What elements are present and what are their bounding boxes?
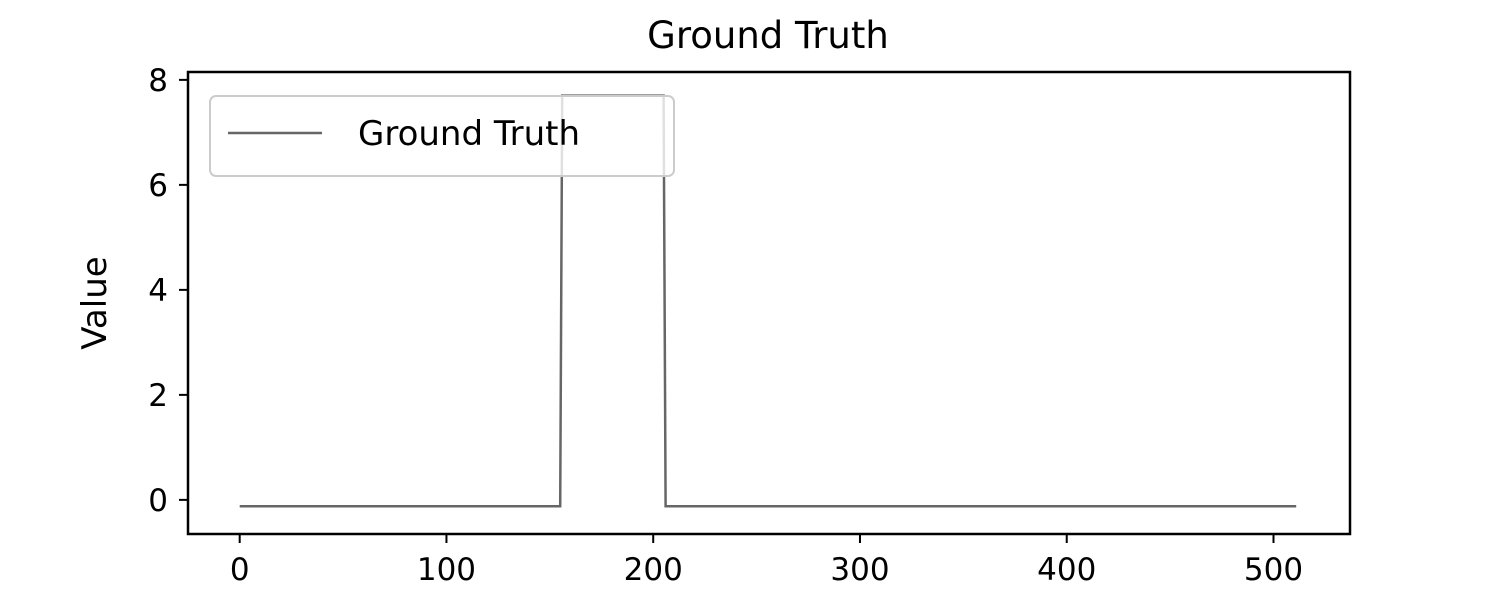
y-axis-title: Value <box>75 256 115 349</box>
legend-box <box>209 95 675 177</box>
legend-label: Ground Truth <box>358 114 580 154</box>
x-tick-label: 0 <box>230 552 250 588</box>
chart-title: Ground Truth <box>647 14 889 57</box>
x-axis: 0 100 200 300 400 500 <box>230 534 1303 588</box>
plot-area <box>186 70 1352 536</box>
y-tick-label: 0 <box>148 483 168 519</box>
plot-frame <box>186 70 1352 536</box>
y-tick-label: 2 <box>148 378 168 414</box>
x-tick-label: 200 <box>624 552 683 588</box>
x-tick-label: 100 <box>417 552 476 588</box>
x-tick-label: 500 <box>1244 552 1303 588</box>
y-axis: 0 2 4 6 8 <box>148 63 188 519</box>
y-tick-label: 4 <box>148 273 168 309</box>
y-tick-label: 6 <box>148 168 168 204</box>
legend: Ground Truth <box>209 95 675 177</box>
x-tick-label: 400 <box>1037 552 1096 588</box>
y-tick-label: 8 <box>148 63 168 99</box>
x-tick-label: 300 <box>830 552 889 588</box>
